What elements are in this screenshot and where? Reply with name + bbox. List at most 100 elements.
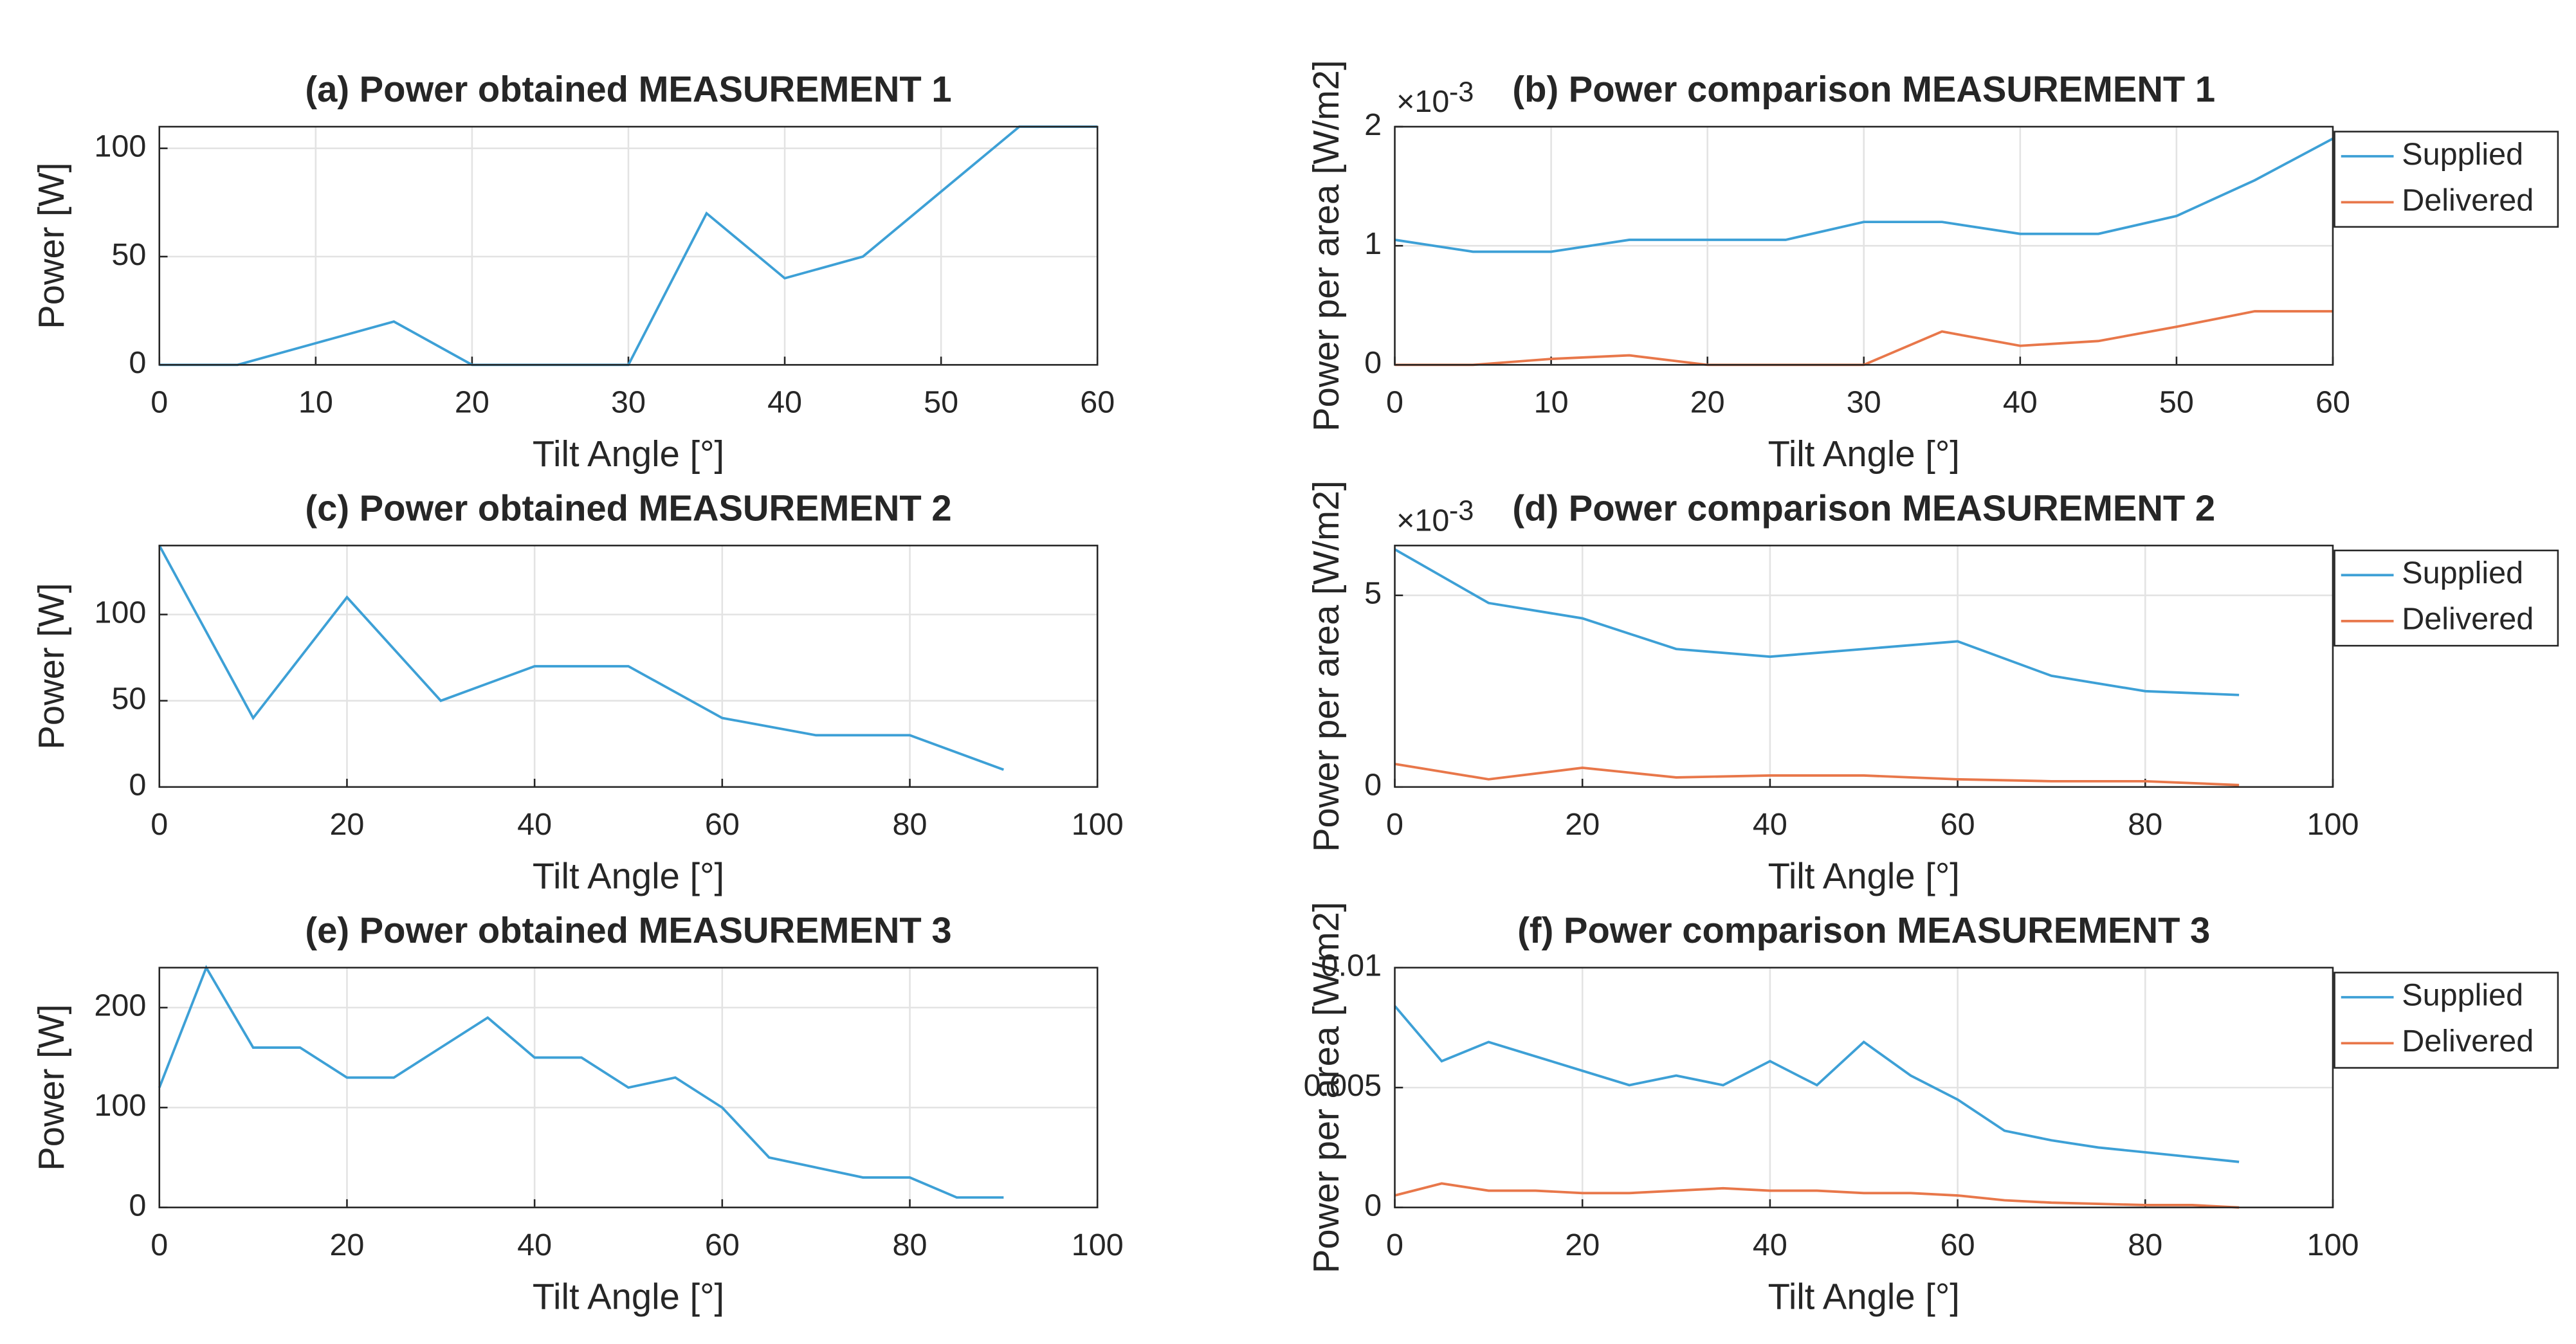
y-axis-label: Power per area [W/m2] xyxy=(1306,480,1346,852)
x-tick-label: 30 xyxy=(611,385,646,419)
data-line xyxy=(1394,548,2240,696)
x-axis-label: Tilt Angle [°] xyxy=(1768,433,1960,474)
legend-label: Delivered xyxy=(2402,1024,2534,1058)
chart-title: (b) Power comparison MEASUREMENT 1 xyxy=(1512,69,2215,109)
axes-box xyxy=(1394,967,2334,1208)
y-tick-label: 0 xyxy=(129,345,146,380)
axes-box xyxy=(1394,545,2334,788)
y-scale-text: ×10 xyxy=(1396,503,1449,538)
y-scale-text: ×10 xyxy=(1396,84,1449,119)
x-tick-label: 40 xyxy=(517,1228,552,1262)
axes-box xyxy=(1394,125,2334,366)
x-tick-label: 80 xyxy=(2128,1228,2162,1262)
data-line xyxy=(1394,137,2334,253)
x-tick-label: 20 xyxy=(455,385,489,419)
x-tick-label: 20 xyxy=(1565,1228,1600,1262)
legend-label: Delivered xyxy=(2402,602,2534,637)
x-tick-label: 60 xyxy=(705,1228,740,1262)
legend-label: Supplied xyxy=(2402,137,2523,172)
y-tick-label: 0 xyxy=(129,768,146,803)
data-line xyxy=(1394,763,2240,786)
axes-box xyxy=(158,967,1099,1208)
x-tick-label: 20 xyxy=(329,1228,364,1262)
chart-title: (e) Power obtained MEASUREMENT 3 xyxy=(305,910,951,950)
x-axis-label: Tilt Angle [°] xyxy=(533,433,724,474)
x-tick-label: 100 xyxy=(2307,1228,2359,1262)
legend-box xyxy=(2334,549,2559,647)
x-tick-label: 60 xyxy=(2316,385,2350,419)
x-tick-label: 0 xyxy=(1386,1228,1403,1262)
y-tick-label: 200 xyxy=(94,988,146,1023)
y-tick-label: 100 xyxy=(94,595,146,630)
data-line xyxy=(158,545,1005,771)
x-tick-label: 40 xyxy=(517,807,552,842)
y-tick-label: 0.01 xyxy=(1321,949,1382,983)
x-tick-label: 40 xyxy=(767,385,802,419)
x-tick-label: 30 xyxy=(1847,385,1881,419)
x-tick-label: 60 xyxy=(1941,807,1975,842)
y-tick-label: 1 xyxy=(1364,226,1382,261)
y-axis-label: Power per area [W/m2] xyxy=(1306,60,1346,431)
y-tick-label: 0 xyxy=(1364,768,1382,803)
x-tick-label: 40 xyxy=(2003,385,2038,419)
legend-label: Supplied xyxy=(2402,556,2523,590)
x-tick-label: 40 xyxy=(1753,1228,1787,1262)
y-axis-label: Power per area [W/m2] xyxy=(1306,902,1346,1273)
y-tick-label: 5 xyxy=(1364,576,1382,611)
legend-box xyxy=(2334,972,2559,1069)
axes-box xyxy=(158,545,1099,788)
x-tick-label: 50 xyxy=(924,385,958,419)
y-tick-label: 50 xyxy=(111,682,146,716)
x-tick-label: 80 xyxy=(893,1228,927,1262)
x-tick-label: 40 xyxy=(1753,807,1787,842)
x-tick-label: 100 xyxy=(1072,807,1124,842)
x-tick-label: 10 xyxy=(1534,385,1569,419)
y-axis-label: Power [W] xyxy=(31,163,71,329)
legend-box xyxy=(2334,131,2559,228)
y-tick-label: 100 xyxy=(94,129,146,163)
y-scale-power: -3 xyxy=(1449,496,1474,527)
x-axis-label: Tilt Angle [°] xyxy=(1768,856,1960,896)
y-tick-label: 0.005 xyxy=(1304,1068,1382,1103)
x-tick-label: 60 xyxy=(705,807,740,842)
legend-label: Supplied xyxy=(2402,978,2523,1013)
y-tick-label: 0 xyxy=(1364,345,1382,380)
x-tick-label: 20 xyxy=(329,807,364,842)
x-tick-label: 60 xyxy=(1080,385,1115,419)
chart-title: (c) Power obtained MEASUREMENT 2 xyxy=(305,488,951,529)
x-axis-label: Tilt Angle [°] xyxy=(533,856,724,896)
x-tick-label: 20 xyxy=(1565,807,1600,842)
x-tick-label: 20 xyxy=(1690,385,1725,419)
axes-box xyxy=(158,125,1099,366)
x-tick-label: 0 xyxy=(151,385,168,419)
legend-label: Delivered xyxy=(2402,183,2534,217)
x-tick-label: 100 xyxy=(1072,1228,1124,1262)
x-tick-label: 0 xyxy=(1386,807,1403,842)
y-axis-label: Power [W] xyxy=(31,583,71,749)
y-axis-label: Power [W] xyxy=(31,1004,71,1171)
x-tick-label: 0 xyxy=(1386,385,1403,419)
x-tick-label: 80 xyxy=(893,807,927,842)
x-axis-label: Tilt Angle [°] xyxy=(533,1276,724,1317)
x-tick-label: 10 xyxy=(298,385,333,419)
chart-title: (f) Power comparison MEASUREMENT 3 xyxy=(1517,910,2210,950)
plot-area xyxy=(1394,545,2333,787)
y-tick-label: 0 xyxy=(129,1188,146,1222)
data-line xyxy=(1394,1182,2240,1209)
x-tick-label: 0 xyxy=(151,1228,168,1262)
x-tick-label: 60 xyxy=(1941,1228,1975,1262)
y-tick-label: 0 xyxy=(1364,1188,1382,1222)
y-tick-label: 2 xyxy=(1364,107,1382,142)
x-tick-label: 50 xyxy=(2159,385,2194,419)
y-scale-power: -3 xyxy=(1449,77,1474,107)
x-axis-label: Tilt Angle [°] xyxy=(1768,1276,1960,1317)
y-tick-label: 50 xyxy=(111,237,146,272)
chart-title: (d) Power comparison MEASUREMENT 2 xyxy=(1512,488,2215,529)
chart-title: (a) Power obtained MEASUREMENT 1 xyxy=(305,69,951,109)
x-tick-label: 0 xyxy=(151,807,168,842)
data-line xyxy=(158,965,1004,1199)
data-line xyxy=(1394,1005,2240,1163)
x-tick-label: 80 xyxy=(2128,807,2162,842)
y-tick-label: 100 xyxy=(94,1088,146,1123)
